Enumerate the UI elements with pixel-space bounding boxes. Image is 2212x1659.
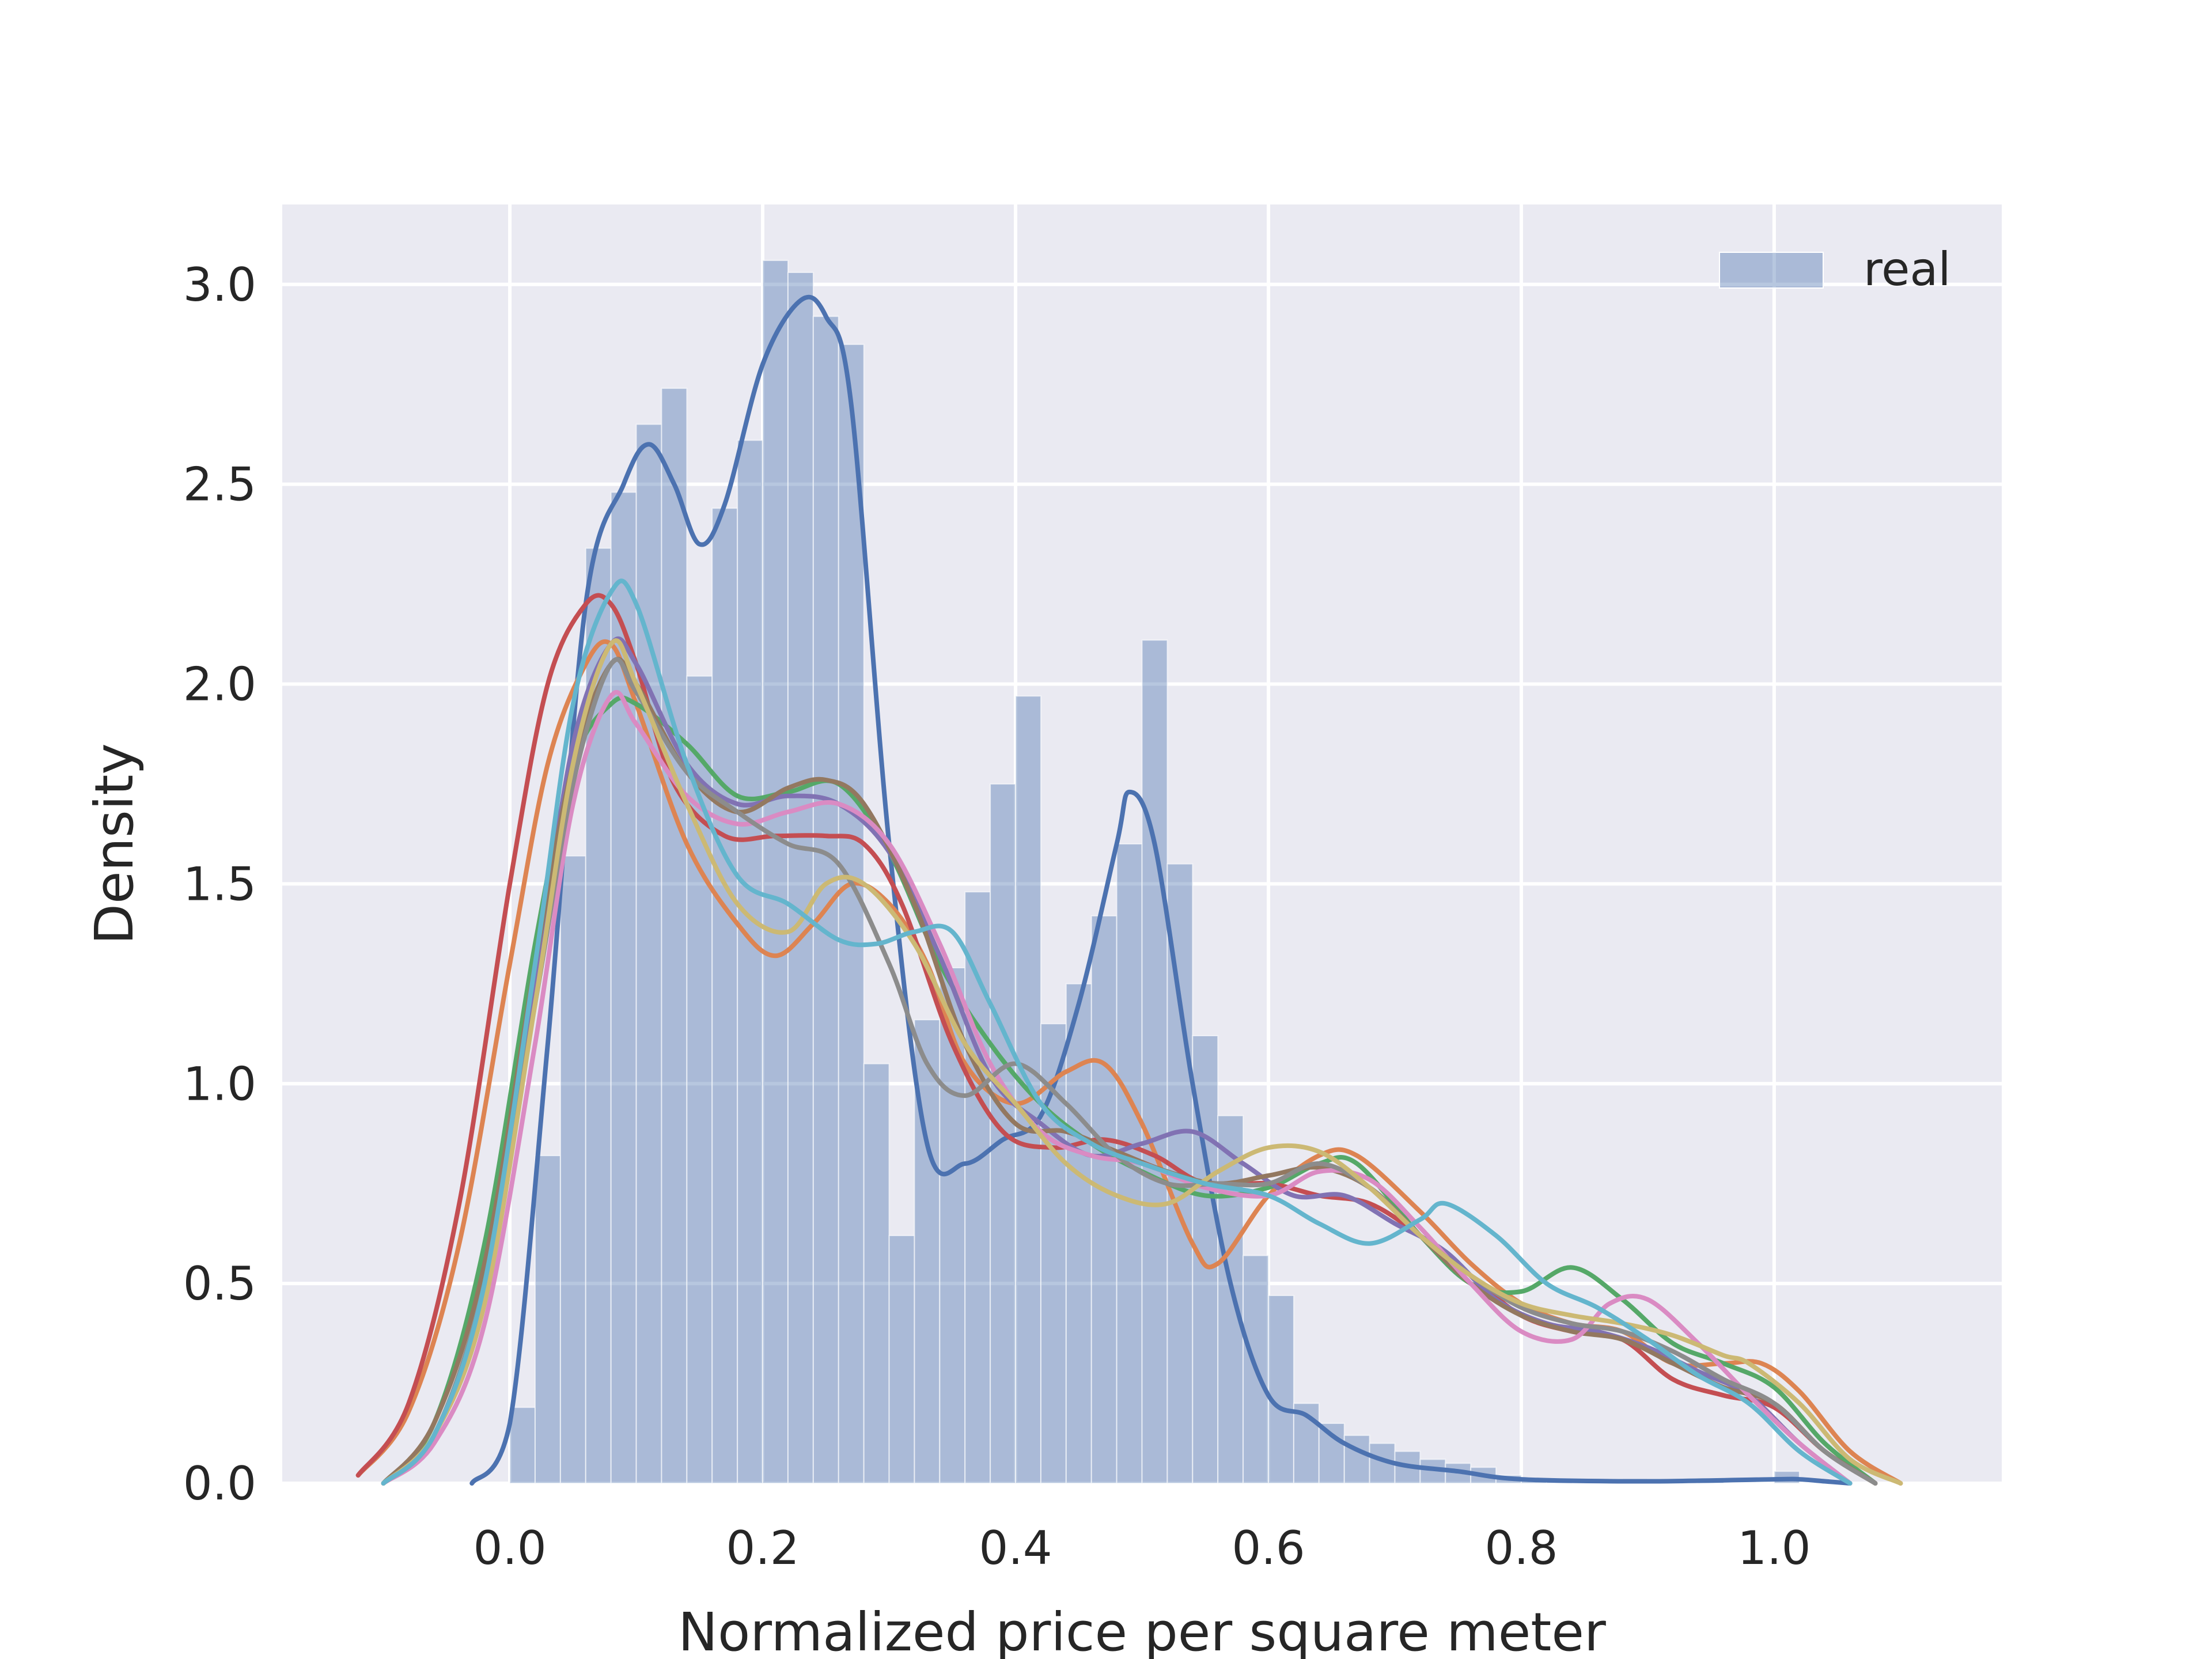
histogram-bar: [762, 260, 789, 1484]
histogram-bar: [863, 1063, 890, 1484]
y-tick-label: 1.0: [183, 1057, 256, 1111]
histogram-bar: [1343, 1434, 1370, 1484]
histogram-bar: [787, 271, 814, 1484]
y-tick-label: 0.5: [183, 1257, 256, 1310]
histogram-bar: [1267, 1294, 1294, 1484]
y-tick-label: 0.0: [183, 1457, 256, 1510]
y-tick-label: 1.5: [183, 857, 256, 911]
histogram-bar: [635, 423, 662, 1484]
histogram-bar: [711, 507, 738, 1484]
histogram-bar: [1090, 915, 1118, 1484]
x-tick-label: 0.4: [979, 1521, 1052, 1575]
histogram-bar: [1065, 983, 1092, 1484]
histogram-bar: [888, 1234, 915, 1484]
histogram-bar: [661, 388, 688, 1484]
x-axis-label: Normalized price per square meter: [678, 1601, 1606, 1659]
histogram-bar: [990, 783, 1017, 1484]
y-axis-label: Density: [84, 743, 145, 945]
legend-swatch-real: [1719, 252, 1824, 289]
kde-line: [381, 657, 1878, 1486]
legend-label-real: real: [1863, 243, 1951, 296]
kde-line: [381, 638, 1903, 1486]
kde-line: [381, 578, 1853, 1486]
x-tick-label: 0.2: [726, 1521, 799, 1575]
x-tick-label: 0.6: [1232, 1521, 1305, 1575]
kde-line: [469, 294, 1853, 1486]
x-tick-label: 0.8: [1484, 1521, 1558, 1575]
x-tick-label: 0.0: [473, 1521, 546, 1575]
y-tick-label: 2.0: [183, 658, 256, 711]
histogram-bar: [838, 343, 865, 1484]
histogram-bar: [534, 1155, 561, 1484]
histogram-bar: [1141, 639, 1168, 1484]
x-tick-labels: 0.0 0.2 0.4 0.6 0.8 1.0: [473, 1521, 1810, 1575]
y-tick-label: 3.0: [183, 258, 256, 312]
histogram-bar: [559, 855, 586, 1484]
histogram-bar: [509, 1407, 536, 1484]
histogram-bar: [737, 440, 764, 1484]
y-tick-labels: 0.0 0.5 1.0 1.5 2.0 2.5 3.0: [183, 258, 256, 1510]
kde-lines: [355, 294, 1903, 1486]
legend: real: [1719, 243, 1951, 296]
y-tick-label: 2.5: [183, 458, 256, 512]
x-tick-label: 1.0: [1737, 1521, 1810, 1575]
